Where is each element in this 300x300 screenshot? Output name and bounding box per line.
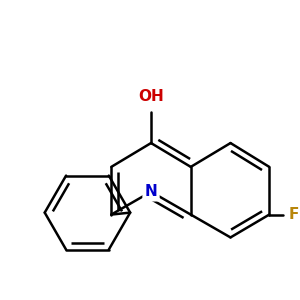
Text: F: F xyxy=(288,207,298,222)
Text: N: N xyxy=(145,184,158,199)
Text: OH: OH xyxy=(138,89,164,104)
